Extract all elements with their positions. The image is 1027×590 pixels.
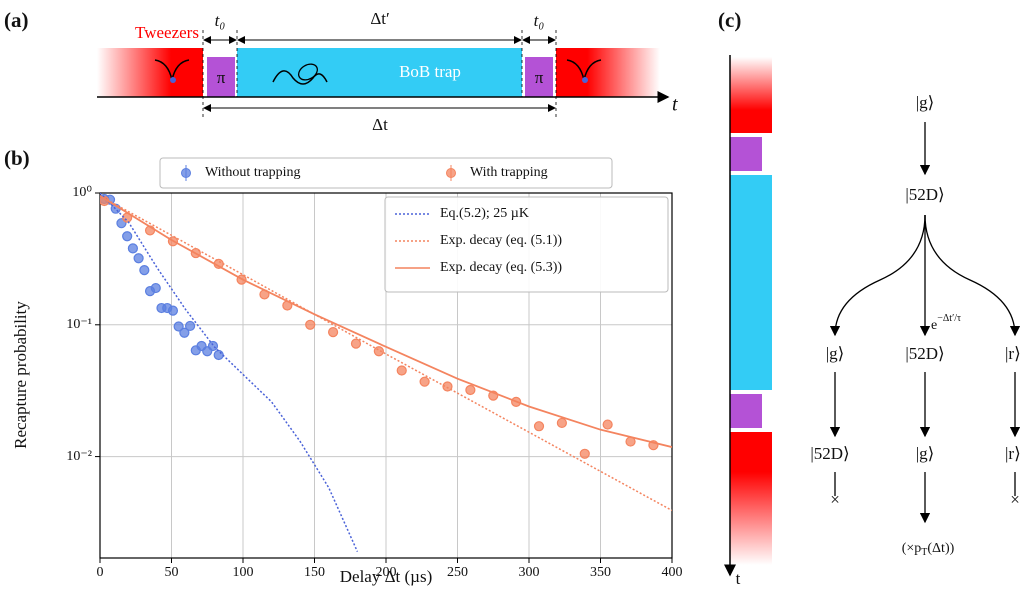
data-point — [556, 417, 567, 429]
legend-label: Eq.(5.2); 25 µK — [440, 206, 529, 221]
bob-label: BoB trap — [399, 62, 461, 81]
x-tick-label: 300 — [519, 565, 540, 580]
panel-c: (c) t |g⟩ |52D⟩ e−Δt′/τ |g⟩ |52D⟩ |r⟩ |5… — [718, 8, 1021, 588]
y-tick-label: 10⁻² — [66, 449, 92, 464]
tweezer-block — [97, 48, 203, 97]
panel-label: (a) — [4, 8, 29, 32]
y-tick-label: 10⁰ — [72, 185, 92, 200]
time-label: t — [672, 94, 678, 116]
t0-label: t₀ — [534, 11, 545, 30]
data-point — [122, 231, 133, 242]
pi-pulse — [525, 57, 553, 97]
data-point — [184, 320, 196, 332]
data-point — [396, 365, 407, 376]
data-point — [579, 448, 590, 459]
fit-line — [100, 195, 672, 448]
data-point — [167, 305, 179, 316]
data-point — [150, 282, 161, 294]
state: |g⟩ — [916, 93, 935, 112]
data-point — [179, 327, 190, 338]
y-axis-label: Recapture probability — [11, 301, 30, 449]
pi-label: π — [535, 68, 544, 87]
legend-label: With trapping — [470, 165, 548, 180]
y-tick-label: 10⁻¹ — [66, 317, 92, 332]
data-point — [350, 338, 362, 349]
legend-label: Exp. decay (eq. (5.3)) — [440, 260, 562, 275]
data-point — [213, 349, 224, 361]
panel-b: (b) Recapture probability Delay Δt (µs) … — [4, 146, 683, 586]
data-point — [305, 319, 316, 330]
time-label: t — [736, 569, 741, 588]
tweezers-label: Tweezers — [135, 23, 199, 42]
fit-line — [100, 195, 672, 512]
x-tick-label: 400 — [662, 565, 683, 580]
pi-pulse — [207, 57, 235, 97]
tweezer-block — [556, 48, 660, 97]
x-axis-label: Delay Δt (µs) — [340, 567, 432, 586]
plot-frame — [99, 192, 673, 559]
pi-pulse — [730, 137, 762, 171]
bob-potential — [272, 70, 328, 85]
legend-label: Without trapping — [205, 165, 300, 180]
data-point — [419, 376, 430, 387]
state: |g⟩ — [916, 444, 935, 463]
legend-box — [384, 196, 669, 293]
state: |r⟩ — [1005, 344, 1021, 363]
data-point — [207, 340, 219, 352]
tweezer-block — [730, 432, 772, 565]
decay-factor: e−Δt′/τ — [931, 313, 961, 333]
state: |52D⟩ — [905, 185, 944, 204]
bob-block — [730, 175, 772, 390]
atom — [582, 77, 588, 83]
x-tick-label: 200 — [376, 565, 397, 580]
dt-prime-label: Δt′ — [370, 9, 389, 28]
panel-a: (a) Tweezers t₀ Δt′ t₀ π BoB trap π t Δt — [4, 8, 678, 134]
data-point — [139, 265, 150, 276]
state: |r⟩ — [1005, 444, 1021, 463]
panel-label: (c) — [718, 8, 741, 32]
state: |g⟩ — [826, 344, 845, 363]
data-point — [127, 243, 138, 254]
atom-cloud — [298, 63, 318, 81]
state: |52D⟩ — [810, 444, 849, 463]
fit-line — [100, 193, 359, 552]
data-point — [465, 384, 476, 396]
data-point — [173, 321, 184, 332]
x-tick-label: 50 — [165, 565, 179, 580]
x-tick-label: 150 — [304, 565, 325, 580]
data-point — [442, 381, 453, 392]
data-point — [133, 253, 144, 264]
legend-marker — [181, 168, 191, 178]
arrow — [829, 214, 926, 337]
bob-block — [237, 48, 522, 97]
x-tick-label: 350 — [590, 565, 611, 580]
tweezer-block — [730, 57, 772, 133]
lost-mark: × — [830, 490, 840, 509]
x-tick-label: 0 — [97, 565, 104, 580]
x-tick-label: 100 — [233, 565, 254, 580]
state: |52D⟩ — [905, 344, 944, 363]
arrow — [924, 214, 1021, 337]
x-tick-label: 250 — [447, 565, 468, 580]
probability-note: (×pT(Δt)) — [902, 541, 955, 558]
data-point — [533, 421, 545, 432]
pi-label: π — [217, 68, 226, 87]
panel-label: (b) — [4, 146, 30, 170]
lost-mark: × — [1010, 490, 1020, 509]
legend-marker — [446, 168, 456, 178]
legend-label: Exp. decay (eq. (5.1)) — [440, 233, 562, 248]
data-point — [602, 419, 613, 430]
atom — [170, 77, 176, 83]
legend-box — [159, 157, 613, 189]
dt-label: Δt — [372, 115, 388, 134]
t0-label: t₀ — [215, 11, 226, 30]
data-point — [327, 327, 339, 338]
pi-pulse — [730, 394, 762, 428]
